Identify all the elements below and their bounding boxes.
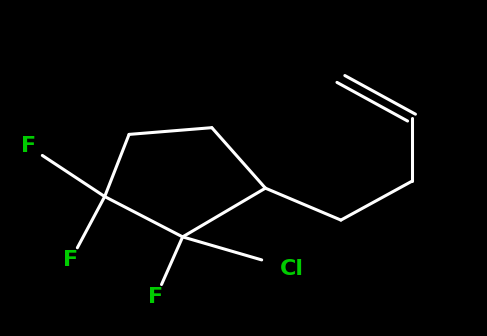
Text: Cl: Cl (280, 259, 304, 279)
Text: F: F (20, 136, 36, 156)
Text: F: F (63, 250, 78, 270)
Text: F: F (148, 287, 164, 307)
